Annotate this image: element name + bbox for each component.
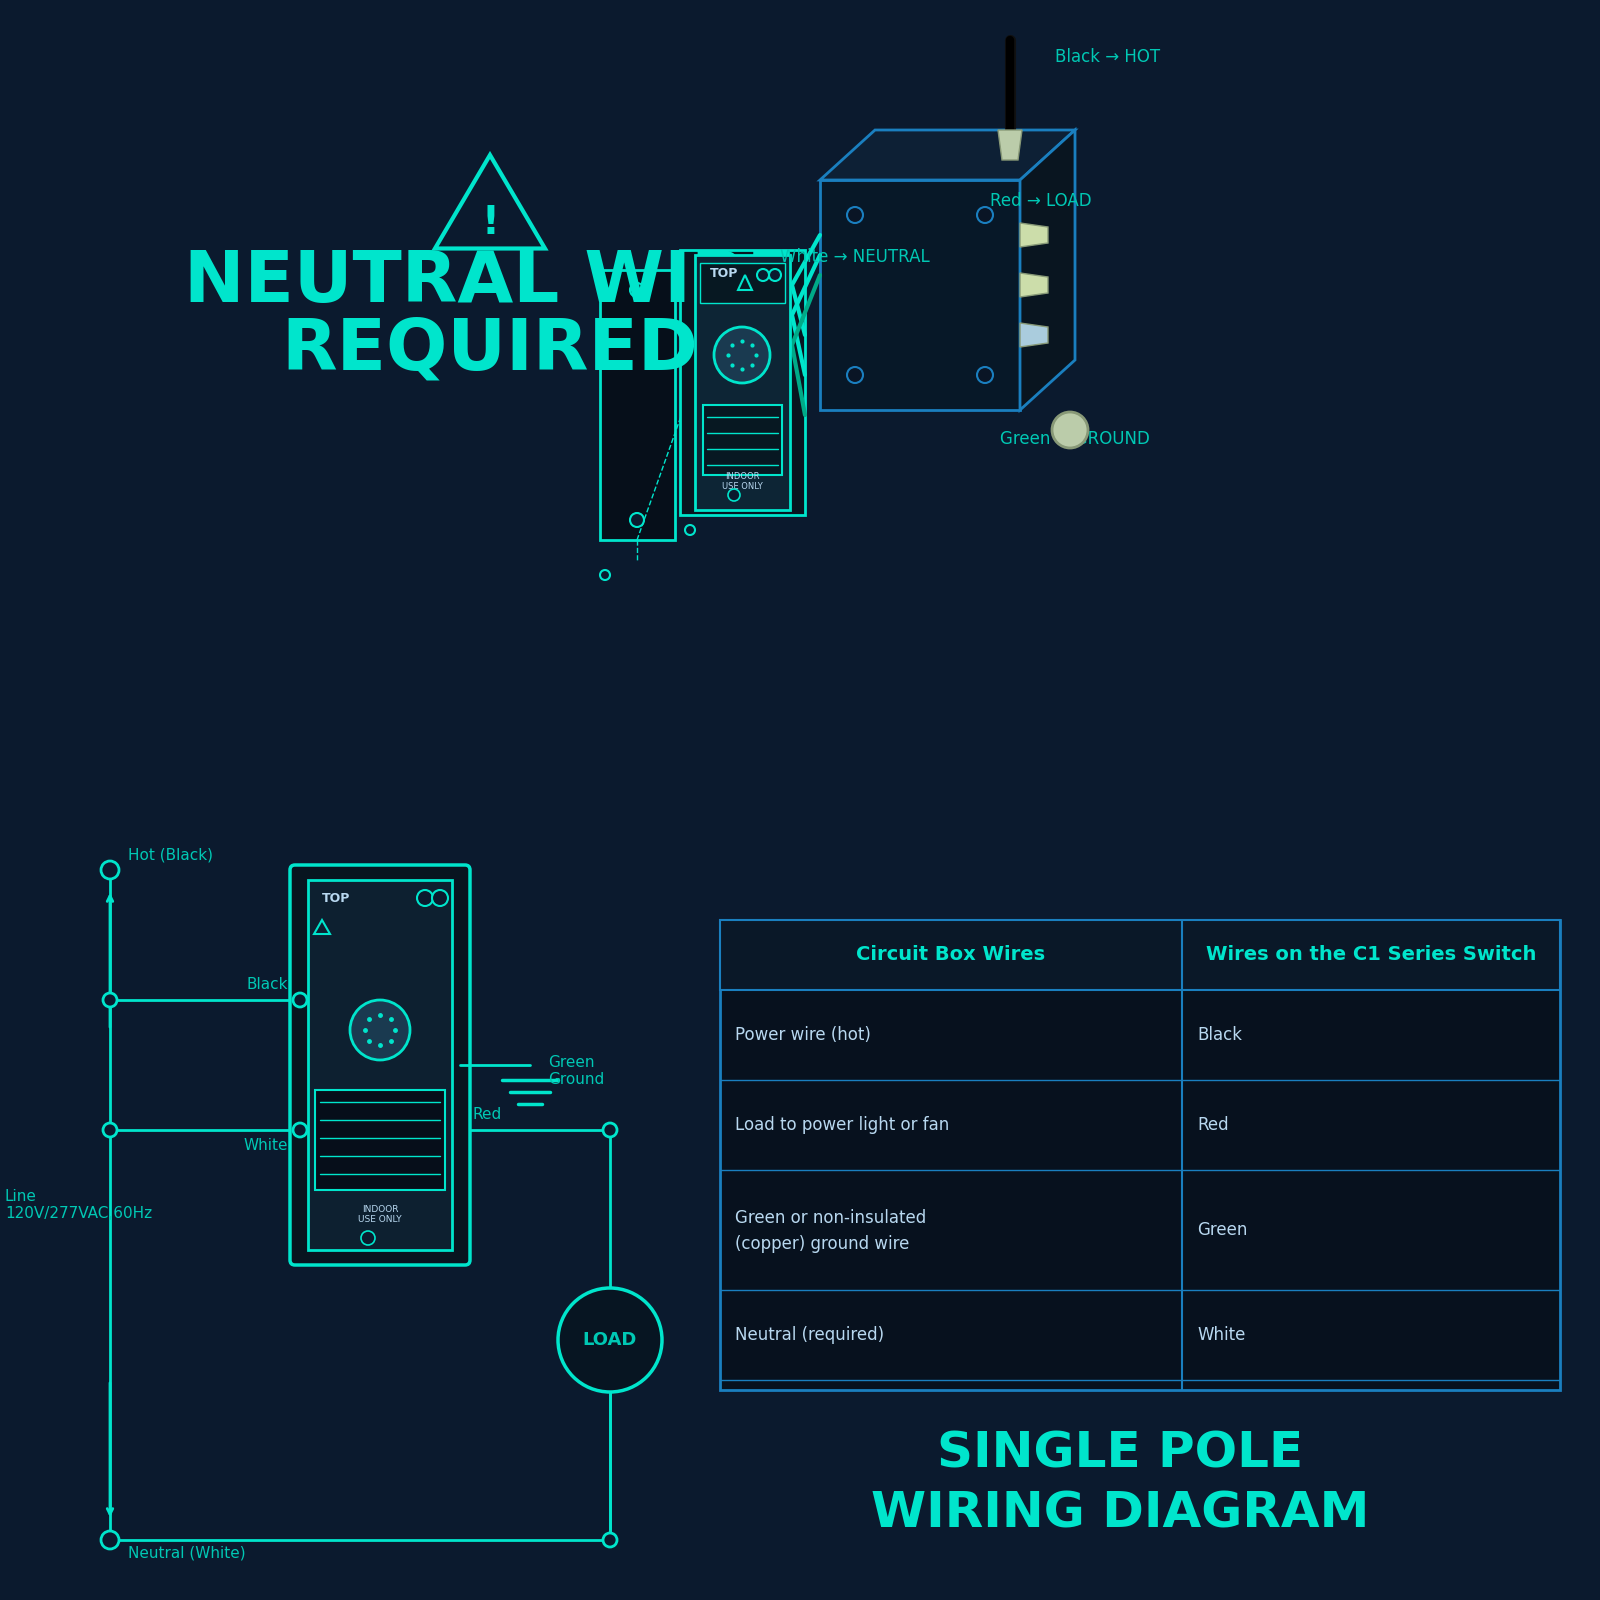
Text: Neutral (White): Neutral (White) bbox=[128, 1546, 246, 1560]
Text: Green: Green bbox=[1197, 1221, 1248, 1238]
Bar bbox=[702, 405, 782, 475]
Circle shape bbox=[101, 861, 118, 878]
Text: Neutral (required): Neutral (required) bbox=[734, 1326, 885, 1344]
Text: Black: Black bbox=[246, 978, 288, 992]
Bar bbox=[600, 270, 675, 541]
Text: REQUIRED: REQUIRED bbox=[282, 315, 699, 384]
Text: !: ! bbox=[482, 203, 499, 242]
Bar bbox=[307, 880, 453, 1250]
Circle shape bbox=[978, 366, 994, 382]
Circle shape bbox=[603, 1533, 618, 1547]
Circle shape bbox=[770, 269, 781, 282]
Text: NEUTRAL WIRE: NEUTRAL WIRE bbox=[184, 248, 797, 317]
Polygon shape bbox=[1021, 130, 1075, 410]
Text: Red: Red bbox=[1197, 1117, 1229, 1134]
FancyBboxPatch shape bbox=[290, 866, 470, 1266]
Text: Green or non-insulated: Green or non-insulated bbox=[734, 1210, 926, 1227]
Bar bbox=[0, 0, 1600, 800]
Circle shape bbox=[293, 994, 307, 1006]
Bar bbox=[0, 800, 1600, 1600]
Text: Red → LOAD: Red → LOAD bbox=[990, 192, 1091, 210]
Text: Green
Ground: Green Ground bbox=[547, 1054, 605, 1088]
Circle shape bbox=[350, 1000, 410, 1059]
Polygon shape bbox=[1021, 323, 1048, 347]
Bar bbox=[694, 254, 790, 510]
Text: Green → GROUND: Green → GROUND bbox=[1000, 430, 1150, 448]
Text: TOP: TOP bbox=[322, 893, 350, 906]
Circle shape bbox=[685, 525, 694, 534]
Text: White: White bbox=[243, 1138, 288, 1154]
Polygon shape bbox=[1021, 222, 1048, 246]
Text: White → NEUTRAL: White → NEUTRAL bbox=[781, 248, 930, 266]
Circle shape bbox=[432, 890, 448, 906]
Circle shape bbox=[728, 490, 739, 501]
Circle shape bbox=[603, 1123, 618, 1138]
Circle shape bbox=[600, 570, 610, 579]
Circle shape bbox=[846, 366, 862, 382]
Circle shape bbox=[846, 206, 862, 222]
Circle shape bbox=[714, 326, 770, 382]
Text: INDOOR
USE ONLY: INDOOR USE ONLY bbox=[358, 1205, 402, 1224]
Text: Circuit Box Wires: Circuit Box Wires bbox=[856, 946, 1045, 965]
Circle shape bbox=[630, 514, 643, 526]
Text: Hot (Black): Hot (Black) bbox=[128, 846, 213, 862]
Circle shape bbox=[630, 283, 643, 298]
Bar bbox=[680, 250, 805, 515]
Text: Load to power light or fan: Load to power light or fan bbox=[734, 1117, 949, 1134]
Text: LOAD: LOAD bbox=[582, 1331, 637, 1349]
Circle shape bbox=[102, 994, 117, 1006]
Circle shape bbox=[418, 890, 434, 906]
Bar bbox=[315, 1090, 445, 1190]
Polygon shape bbox=[1021, 274, 1048, 298]
Text: INDOOR
USE ONLY: INDOOR USE ONLY bbox=[722, 472, 762, 491]
Circle shape bbox=[978, 206, 994, 222]
Text: Black: Black bbox=[1197, 1026, 1242, 1043]
Circle shape bbox=[558, 1288, 662, 1392]
Circle shape bbox=[1053, 411, 1088, 448]
Circle shape bbox=[362, 1230, 374, 1245]
Polygon shape bbox=[998, 130, 1022, 160]
Text: Power wire (hot): Power wire (hot) bbox=[734, 1026, 870, 1043]
Text: Wires on the C1 Series Switch: Wires on the C1 Series Switch bbox=[1206, 946, 1536, 965]
Text: (copper) ground wire: (copper) ground wire bbox=[734, 1235, 909, 1253]
Circle shape bbox=[757, 269, 770, 282]
Circle shape bbox=[293, 1123, 307, 1138]
Text: Line
120V/277VAC,60Hz: Line 120V/277VAC,60Hz bbox=[5, 1189, 152, 1221]
Bar bbox=[819, 179, 1021, 410]
Circle shape bbox=[102, 1123, 117, 1138]
Text: WIRING DIAGRAM: WIRING DIAGRAM bbox=[870, 1490, 1370, 1538]
Text: White: White bbox=[1197, 1326, 1245, 1344]
Circle shape bbox=[101, 1531, 118, 1549]
Text: Red: Red bbox=[472, 1107, 501, 1122]
Text: SINGLE POLE: SINGLE POLE bbox=[938, 1430, 1302, 1478]
Polygon shape bbox=[819, 130, 1075, 179]
Text: TOP: TOP bbox=[710, 267, 738, 280]
Text: Black → HOT: Black → HOT bbox=[1054, 48, 1160, 66]
Bar bbox=[701, 262, 786, 302]
Bar bbox=[720, 920, 1560, 1390]
Bar bbox=[720, 920, 1560, 990]
